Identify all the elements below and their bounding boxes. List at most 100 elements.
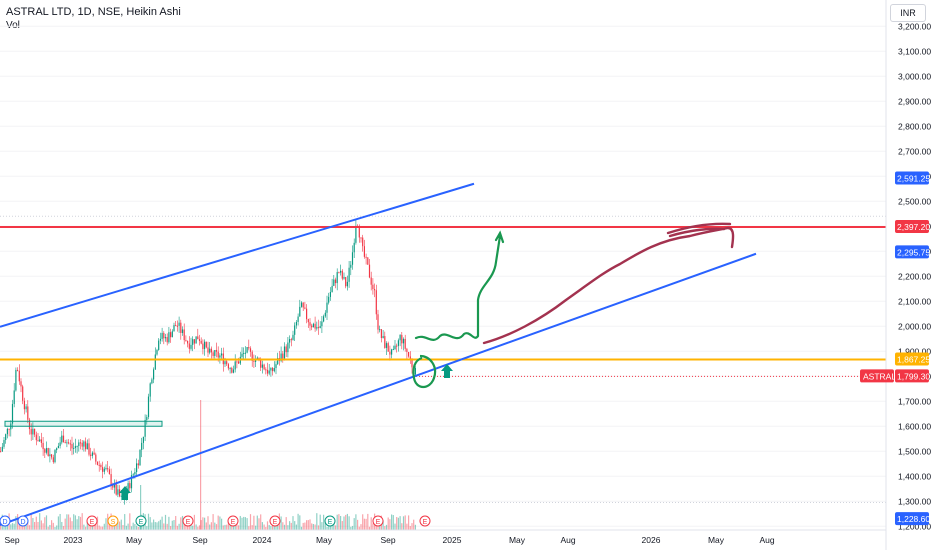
candle-body bbox=[110, 474, 112, 486]
volume-bar bbox=[283, 524, 286, 530]
y-tick-label: 1,300.00 bbox=[898, 496, 931, 506]
candle-body bbox=[27, 406, 29, 420]
volume-bar bbox=[40, 520, 42, 530]
volume-bar bbox=[51, 520, 53, 530]
volume-bar bbox=[215, 524, 218, 530]
candle-body bbox=[319, 326, 321, 328]
volume-bar bbox=[290, 522, 292, 530]
candle-body bbox=[100, 465, 102, 468]
candle-body bbox=[1, 446, 3, 452]
candle-body bbox=[292, 334, 294, 340]
y-tick-label: 2,200.00 bbox=[898, 271, 931, 281]
volume-bar bbox=[176, 525, 178, 530]
volume-bar bbox=[222, 525, 224, 530]
candle-body bbox=[379, 329, 381, 331]
candle-body bbox=[253, 360, 255, 362]
candle-body bbox=[345, 277, 347, 287]
volume-bar bbox=[316, 513, 318, 530]
chart-title: ASTRAL LTD, 1D, NSE, Heikin Ashi bbox=[6, 6, 181, 18]
volume-bar bbox=[202, 517, 204, 530]
candle-body bbox=[163, 332, 165, 339]
green-projection-drawing bbox=[414, 230, 505, 341]
volume-bar bbox=[300, 526, 303, 530]
x-tick-label: Aug bbox=[759, 535, 774, 545]
price-tag bbox=[895, 512, 929, 526]
candle-body bbox=[265, 369, 267, 371]
volume-bar bbox=[187, 523, 189, 530]
volume-bar bbox=[161, 516, 163, 530]
volume-bar bbox=[171, 520, 173, 530]
candle-body bbox=[219, 355, 221, 358]
volume-bar bbox=[166, 523, 168, 530]
price-tag bbox=[895, 369, 929, 383]
price-tag-symbol bbox=[860, 369, 894, 383]
volume-bar bbox=[181, 515, 184, 530]
candle-body bbox=[105, 468, 107, 470]
volume-bar bbox=[243, 516, 245, 530]
volume-bar bbox=[321, 522, 323, 530]
candle-body bbox=[28, 419, 31, 430]
event-marker bbox=[324, 515, 336, 527]
candle-body bbox=[209, 348, 211, 353]
up-arrow-marker bbox=[119, 486, 131, 500]
volume-bar bbox=[124, 514, 126, 530]
x-tick-label: Sep bbox=[192, 535, 207, 545]
candle-body bbox=[134, 472, 136, 475]
candle-body bbox=[394, 345, 396, 350]
candle-body bbox=[141, 442, 143, 450]
candle-body bbox=[156, 349, 158, 355]
candle-body bbox=[112, 485, 114, 488]
volume-bar bbox=[86, 521, 88, 530]
volume-bar bbox=[304, 522, 306, 530]
candle-body bbox=[275, 364, 277, 369]
candle-body bbox=[226, 361, 228, 365]
x-tick-label: 2025 bbox=[443, 535, 462, 545]
candle-body bbox=[384, 336, 386, 348]
candle-body bbox=[300, 302, 303, 307]
volume-bar bbox=[268, 524, 270, 530]
volume-bar bbox=[105, 518, 107, 530]
volume-bar bbox=[336, 514, 338, 530]
candle-body bbox=[202, 343, 204, 350]
candle-body bbox=[198, 339, 201, 341]
y-tick-label: 2,700.00 bbox=[898, 146, 931, 156]
volume-bar bbox=[372, 523, 374, 530]
candle-body bbox=[326, 302, 328, 313]
candle-body bbox=[188, 343, 190, 349]
candle-body bbox=[391, 349, 393, 355]
candle-body bbox=[368, 264, 371, 278]
x-tick-label: May bbox=[126, 535, 143, 545]
candle-body bbox=[389, 351, 391, 355]
candle-body bbox=[35, 434, 37, 441]
candle-body bbox=[180, 322, 182, 333]
volume-bar bbox=[289, 521, 291, 530]
volume-bar bbox=[365, 518, 367, 530]
candle-body bbox=[409, 356, 411, 360]
volume-bar bbox=[350, 526, 352, 530]
volume-bar bbox=[394, 523, 396, 530]
volume-bar bbox=[57, 516, 59, 530]
volume-bar bbox=[328, 524, 330, 530]
volume-bar bbox=[96, 516, 99, 530]
candle-body bbox=[185, 340, 187, 342]
candle-body bbox=[304, 307, 306, 309]
candle-body bbox=[127, 483, 129, 493]
volume-bar bbox=[62, 526, 65, 530]
currency-button[interactable]: INR bbox=[890, 4, 926, 22]
candle-body bbox=[297, 316, 299, 322]
candle-body bbox=[273, 368, 275, 372]
volume-bar bbox=[153, 519, 155, 530]
volume-bar bbox=[307, 520, 309, 530]
price-tag bbox=[895, 245, 929, 259]
event-marker-label: E bbox=[186, 519, 191, 526]
candle-body bbox=[321, 321, 323, 327]
candle-body bbox=[295, 321, 297, 326]
candle-body bbox=[173, 325, 175, 332]
volume-bar bbox=[238, 525, 240, 530]
candle-body bbox=[11, 403, 14, 424]
volume-bar bbox=[56, 525, 58, 530]
candle-body bbox=[343, 277, 345, 279]
volume-bar bbox=[119, 521, 121, 530]
candle-body bbox=[261, 364, 263, 368]
